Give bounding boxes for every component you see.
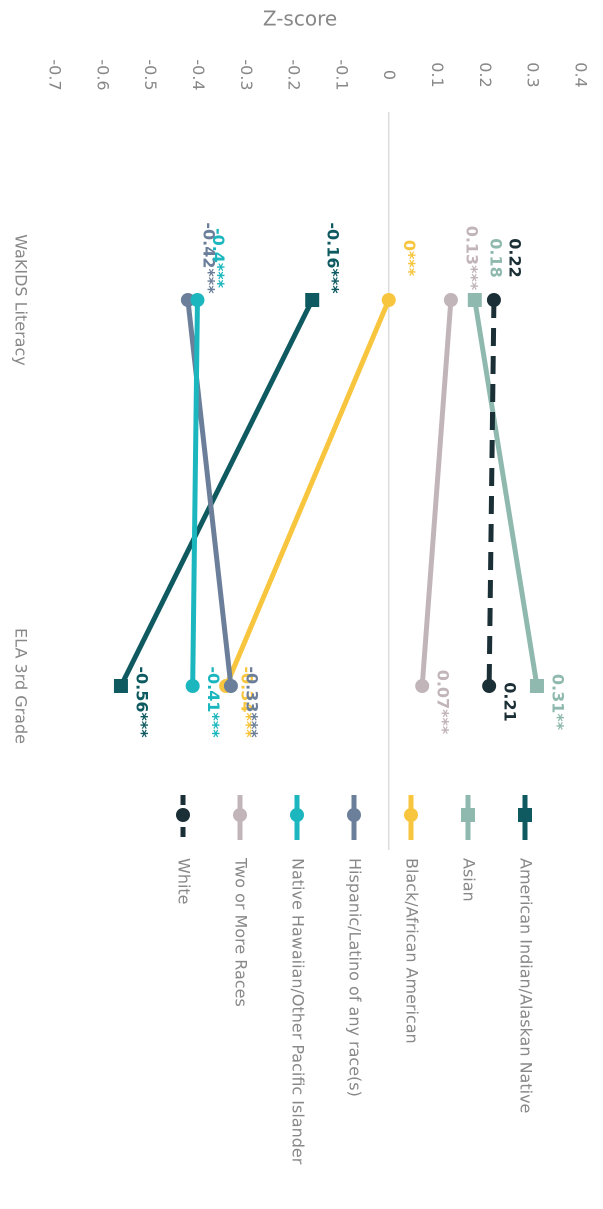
marker xyxy=(113,679,128,693)
marker xyxy=(443,293,458,307)
value-label: -0.4*** xyxy=(209,228,228,289)
legend-label: Asian xyxy=(460,858,479,902)
value-label: -0.41*** xyxy=(204,666,223,738)
marker xyxy=(176,808,190,822)
legend-label: White xyxy=(175,858,194,905)
series-line xyxy=(190,299,200,687)
value-label: -0.34*** xyxy=(238,666,257,738)
marker xyxy=(290,808,304,822)
value-label: 0.18 xyxy=(486,238,505,277)
y-tick-label: -0.4 xyxy=(189,59,208,90)
marker xyxy=(233,808,247,822)
marker xyxy=(529,679,544,693)
y-tick-label: -0.1 xyxy=(332,59,351,90)
marker xyxy=(486,293,501,307)
y-tick-label: 0.3 xyxy=(524,62,543,87)
y-tick-label: -0.2 xyxy=(285,59,304,90)
value-label: -0.16*** xyxy=(324,222,343,294)
marker xyxy=(185,679,200,693)
value-label: 0.07*** xyxy=(434,670,453,735)
y-tick-label: -0.5 xyxy=(141,59,160,90)
y-tick-label: 0.4 xyxy=(572,62,591,87)
x-tick-label: ELA 3rd Grade xyxy=(12,628,31,744)
legend-label: Two or More Races xyxy=(232,857,251,1007)
value-label: 0.13*** xyxy=(462,226,481,291)
value-label: -0.42*** xyxy=(199,222,218,294)
legend-label: Hispanic/Latino of any race(s) xyxy=(346,858,365,1097)
marker xyxy=(404,808,418,822)
marker xyxy=(223,679,238,693)
series-line xyxy=(472,299,540,687)
y-tick-label: -0.6 xyxy=(93,59,112,90)
value-label: -0.33*** xyxy=(242,666,261,738)
legend-label: Black/African American xyxy=(403,858,422,1044)
marker xyxy=(190,293,205,307)
y-tick-label: 0.1 xyxy=(428,62,447,87)
value-label: 0.22 xyxy=(505,238,524,277)
y-tick-label: -0.3 xyxy=(237,59,256,90)
marker xyxy=(415,679,430,693)
value-label: -0.56*** xyxy=(132,666,151,738)
series-line xyxy=(486,299,497,687)
marker xyxy=(180,293,195,307)
value-label: 0.21 xyxy=(501,682,520,721)
marker xyxy=(518,808,532,822)
series-line xyxy=(118,298,315,688)
y-tick-label: -0.7 xyxy=(46,59,65,90)
marker xyxy=(347,808,361,822)
marker xyxy=(482,679,497,693)
marker xyxy=(305,293,320,307)
marker xyxy=(381,293,396,307)
marker xyxy=(467,293,482,307)
series-line xyxy=(223,299,392,687)
legend-label: American Indian/Alaskan Native xyxy=(517,858,536,1113)
y-tick-label: 0.2 xyxy=(476,62,495,87)
axis-title: Z-score xyxy=(263,7,337,31)
y-tick-label: 0 xyxy=(380,70,399,80)
value-label: 0*** xyxy=(400,240,419,277)
series-line xyxy=(419,299,454,687)
x-tick-label: WaKIDS Literacy xyxy=(12,234,31,366)
marker xyxy=(461,808,475,822)
value-label: 0.31** xyxy=(548,674,567,731)
legend-label: Native Hawaiian/Other Pacific Islander xyxy=(289,858,308,1165)
